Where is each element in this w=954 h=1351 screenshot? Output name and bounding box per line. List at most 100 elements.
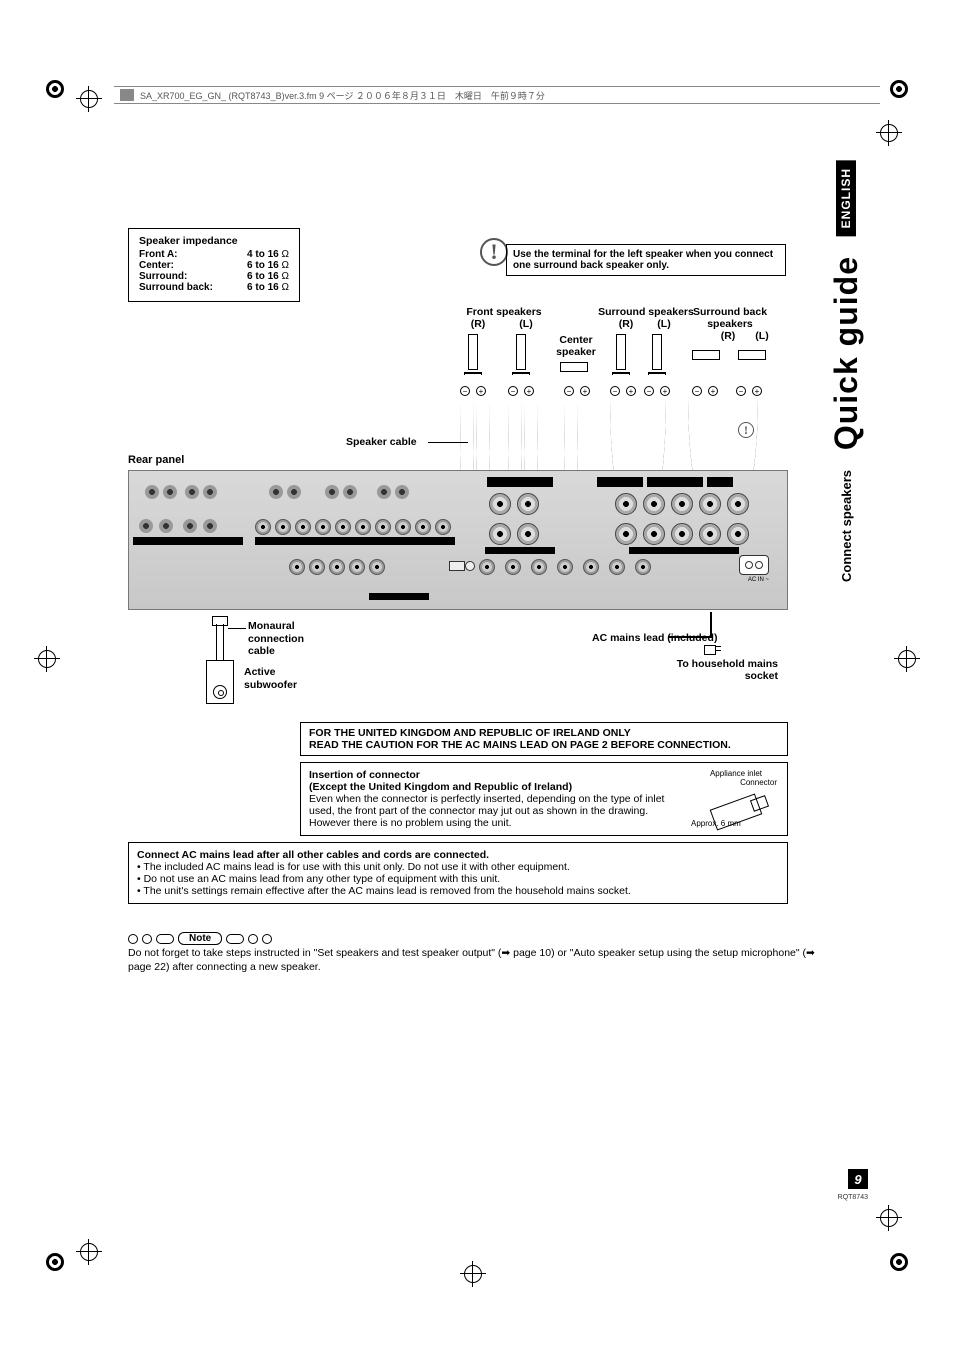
polarity-minus: − — [692, 386, 702, 396]
imp-surround-label: Surround: — [139, 271, 235, 282]
base — [464, 372, 482, 375]
note-deco — [128, 934, 138, 944]
speaker-sback-r — [692, 350, 720, 360]
note-deco — [248, 934, 258, 944]
polarity-plus: + — [626, 386, 636, 396]
rca-jack — [145, 485, 159, 499]
connection-diagram: Front speakers (R) (L) Surround speakers… — [128, 306, 788, 716]
rca-jack — [343, 485, 357, 499]
terminal — [727, 523, 749, 545]
ac-label: AC IN ~ — [748, 577, 769, 583]
note-text: Do not forget to take steps instructed i… — [128, 947, 828, 974]
fig-conn: Connector — [691, 778, 781, 787]
uk-line2: READ THE CAUTION FOR THE AC MAINS LEAD O… — [309, 739, 731, 751]
reg-cross — [876, 1205, 902, 1231]
ac-b1: The included AC mains lead is for use wi… — [137, 861, 779, 873]
rca-jack — [163, 485, 177, 499]
insertion-body2: However there is no problem using the un… — [309, 817, 512, 829]
warning-text: Use the terminal for the left speaker wh… — [513, 249, 773, 271]
lbl-l3: (L) — [742, 330, 782, 342]
terminal — [557, 559, 573, 575]
imp-sback-label: Surround back: — [139, 282, 235, 293]
lbl-ac-mains: AC mains lead (included) — [592, 632, 717, 644]
doc-code: RQT8743 — [838, 1194, 868, 1201]
note-deco — [142, 934, 152, 944]
terminal — [643, 493, 665, 515]
speaker-center — [560, 362, 588, 372]
lbl-front-speakers: Front speakers — [454, 306, 554, 318]
rca-jack — [203, 519, 217, 533]
insertion-sub: (Except the United Kingdom and Republic … — [309, 781, 572, 793]
sub-out-jack — [465, 561, 475, 571]
reg-cross — [76, 86, 102, 112]
fig-top: Appliance inlet — [691, 769, 781, 778]
leader-line — [228, 628, 246, 629]
note-heading: Note — [128, 932, 788, 945]
imp-frontA-label: Front A: — [139, 249, 235, 260]
connector-figure: Appliance inlet Connector Approx. 6 mm — [691, 769, 781, 835]
header-text: SA_XR700_EG_GN_ (RQT8743_B)ver.3.fm 9 ペー… — [140, 89, 545, 102]
warning-icon-small: ! — [738, 422, 754, 438]
terminal — [609, 559, 625, 575]
polarity-plus: + — [524, 386, 534, 396]
lbl-monaural: Monaural connection cable — [248, 620, 328, 658]
polarity-plus: + — [752, 386, 762, 396]
reg-cross — [894, 646, 920, 672]
reg-mark — [46, 80, 64, 98]
speaker-sback-l — [738, 350, 766, 360]
terminal — [369, 559, 385, 575]
sidebar-subtitle: Connect speakers — [839, 470, 854, 582]
terminal — [615, 523, 637, 545]
terminal — [505, 559, 521, 575]
rca-jack — [335, 519, 351, 535]
note-deco — [156, 934, 174, 944]
reg-mark — [890, 1253, 908, 1271]
rca-jack — [355, 519, 371, 535]
imp-center-label: Center: — [139, 260, 235, 271]
panel-label-bar — [487, 477, 553, 487]
rca-jack — [269, 485, 283, 499]
reg-cross — [34, 646, 60, 672]
rca-jack — [375, 519, 391, 535]
lbl-rear-panel: Rear panel — [128, 454, 184, 466]
lbl-active-sub: Active subwoofer — [244, 666, 324, 691]
rca-jack — [415, 519, 431, 535]
ac-b2: Do not use an AC mains lead from any oth… — [137, 873, 779, 885]
imp-frontA-val: 4 to 16 — [235, 249, 289, 260]
reg-mark — [890, 80, 908, 98]
polarity-plus: + — [580, 386, 590, 396]
lbl-household: To household mains socket — [668, 658, 778, 682]
ac-lead — [710, 612, 712, 636]
insertion-body1: Even when the connector is perfectly ins… — [309, 793, 669, 817]
rca-jack — [183, 519, 197, 533]
rca-jack — [325, 485, 339, 499]
sub-cable — [216, 624, 224, 660]
warning-box: Use the terminal for the left speaker wh… — [506, 244, 786, 276]
terminal — [671, 493, 693, 515]
panel-label-bar — [369, 593, 429, 600]
base — [612, 372, 630, 375]
polarity-minus: − — [610, 386, 620, 396]
terminal — [517, 523, 539, 545]
lbl-r2: (R) — [606, 318, 646, 330]
terminal — [517, 493, 539, 515]
page-header: SA_XR700_EG_GN_ (RQT8743_B)ver.3.fm 9 ペー… — [114, 86, 880, 104]
subwoofer-icon — [206, 660, 234, 704]
panel-label-bar — [485, 547, 555, 554]
lbl-surround-back: Surround back speakers — [680, 306, 780, 330]
ac-head: Connect AC mains lead after all other ca… — [137, 849, 489, 861]
terminal — [531, 559, 547, 575]
book-icon — [120, 89, 134, 101]
panel-label-bar — [133, 537, 243, 545]
terminal — [583, 559, 599, 575]
terminal — [635, 559, 651, 575]
note-deco — [226, 934, 244, 944]
base — [512, 372, 530, 375]
polarity-minus: − — [508, 386, 518, 396]
rca-jack — [295, 519, 311, 535]
terminal — [479, 559, 495, 575]
imp-surround-val: 6 to 16 — [235, 271, 289, 282]
insertion-title: Insertion of connector — [309, 769, 420, 781]
uk-line1: FOR THE UNITED KINGDOM AND REPUBLIC OF I… — [309, 727, 631, 739]
terminal — [699, 523, 721, 545]
